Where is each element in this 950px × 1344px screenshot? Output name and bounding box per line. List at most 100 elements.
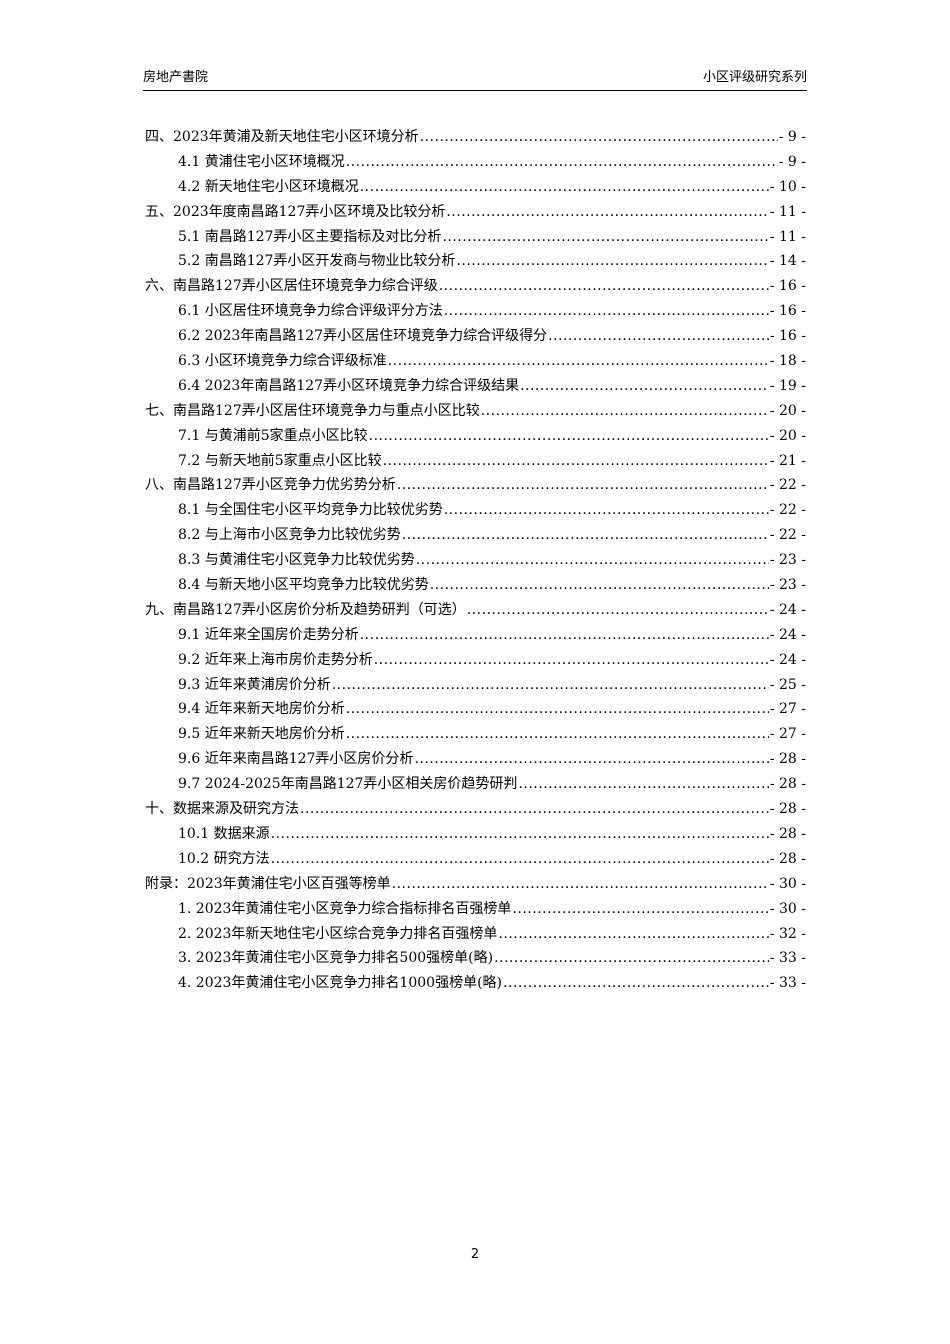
toc-entry[interactable]: 1. 2023年黄浦住宅小区竞争力综合指标排名百强榜单 - 30 -	[145, 897, 806, 922]
header-right: 小区评级研究系列	[702, 70, 807, 85]
toc-entry[interactable]: 6.4 2023年南昌路127弄小区环境竞争力综合评级结果 - 19 -	[145, 374, 806, 399]
toc-entry-title: 4. 2023年黄浦住宅小区竞争力排名1000强榜单(略)	[178, 975, 502, 992]
toc-dot-leader	[397, 473, 769, 498]
toc-entry-title: 4.1 黄浦住宅小区环境概况	[178, 153, 345, 170]
toc-entry[interactable]: 5.2 南昌路127弄小区开发商与物业比较分析 - 14 -	[145, 249, 806, 274]
toc-entry[interactable]: 8.1 与全国住宅小区平均竞争力比较优劣势 - 22 -	[145, 498, 806, 523]
toc-entry-title: 六、南昌路127弄小区居住环境竞争力综合评级	[145, 278, 438, 295]
toc-entry[interactable]: 十、数据来源及研究方法 - 28 -	[145, 797, 806, 822]
toc-entry-title: 4.2 新天地住宅小区环境概况	[178, 178, 359, 195]
toc-entry-title: 五、2023年度南昌路127弄小区环境及比较分析	[145, 203, 446, 220]
toc-entry-title: 9.1 近年来全国房价走势分析	[178, 626, 359, 643]
toc-entry[interactable]: 9.7 2024-2025年南昌路127弄小区相关房价趋势研判 - 28 -	[145, 772, 806, 797]
toc-entry[interactable]: 六、南昌路127弄小区居住环境竞争力综合评级 - 16 -	[145, 274, 806, 299]
toc-entry-page: - 9 -	[778, 153, 806, 170]
toc-entry-title: 7.1 与黄浦前5家重点小区比较	[178, 427, 368, 444]
toc-dot-leader	[271, 847, 769, 872]
toc-dot-leader	[420, 125, 778, 150]
toc-dot-leader	[467, 598, 769, 623]
toc-entry[interactable]: 九、南昌路127弄小区房价分析及趋势研判（可选） - 24 -	[145, 598, 806, 623]
toc-dot-leader	[456, 249, 768, 274]
toc-entry-title: 2. 2023年新天地住宅小区综合竞争力排名百强榜单	[178, 925, 498, 942]
toc-entry[interactable]: 4.2 新天地住宅小区环境概况 - 10 -	[145, 175, 806, 200]
toc-entry-title: 5.2 南昌路127弄小区开发商与物业比较分析	[178, 253, 456, 270]
toc-entry[interactable]: 9.1 近年来全国房价走势分析 - 24 -	[145, 623, 806, 648]
toc-entry-title: 附录：2023年黄浦住宅小区百强等榜单	[145, 875, 391, 892]
toc-entry[interactable]: 四、2023年黄浦及新天地住宅小区环境分析 - 9 -	[145, 125, 806, 150]
toc-entry[interactable]: 8.2 与上海市小区竞争力比较优劣势 - 22 -	[145, 523, 806, 548]
toc-entry-page: - 14 -	[769, 253, 806, 270]
toc-entry-page: - 25 -	[769, 676, 806, 693]
toc-entry[interactable]: 4.1 黄浦住宅小区环境概况 - 9 -	[145, 150, 806, 175]
toc-entry-title: 九、南昌路127弄小区房价分析及趋势研判（可选）	[145, 601, 466, 618]
toc-entry-page: - 24 -	[769, 626, 806, 643]
toc-entry[interactable]: 7.1 与黄浦前5家重点小区比较 - 20 -	[145, 424, 806, 449]
toc-dot-leader	[442, 225, 768, 250]
toc-entry[interactable]: 5.1 南昌路127弄小区主要指标及对比分析 - 11 -	[145, 225, 806, 250]
toc-entry[interactable]: 7.2 与新天地前5家重点小区比较 - 21 -	[145, 449, 806, 474]
toc-dot-leader	[360, 623, 769, 648]
toc-entry-title: 四、2023年黄浦及新天地住宅小区环境分析	[145, 129, 419, 145]
toc-dot-leader	[383, 449, 769, 474]
toc-entry[interactable]: 2. 2023年新天地住宅小区综合竞争力排名百强榜单 - 32 -	[145, 922, 806, 947]
toc-entry-title: 9.7 2024-2025年南昌路127弄小区相关房价趋势研判	[178, 776, 518, 793]
toc-entry-page: - 27 -	[769, 701, 806, 718]
toc-entry-title: 9.3 近年来黄浦房价分析	[178, 676, 331, 693]
toc-entry[interactable]: 6.2 2023年南昌路127弄小区居住环境竞争力综合评级得分 - 16 -	[145, 324, 806, 349]
toc-entry[interactable]: 4. 2023年黄浦住宅小区竞争力排名1000强榜单(略) - 33 -	[145, 971, 806, 996]
toc-entry-page: - 28 -	[769, 776, 806, 793]
toc-entry-page: - 23 -	[769, 577, 806, 594]
toc-entry[interactable]: 8.4 与新天地小区平均竞争力比较优劣势 - 23 -	[145, 573, 806, 598]
toc-dot-leader	[444, 498, 769, 523]
toc-entry-title: 6.1 小区居住环境竞争力综合评级评分方法	[178, 303, 443, 320]
header-left: 房地产書院	[143, 70, 209, 85]
toc-entry-title: 6.2 2023年南昌路127弄小区居住环境竞争力综合评级得分	[178, 328, 548, 345]
toc-dot-leader	[518, 772, 768, 797]
toc-dot-leader	[346, 697, 769, 722]
toc-entry[interactable]: 五、2023年度南昌路127弄小区环境及比较分析 - 11 -	[145, 200, 806, 225]
toc-dot-leader	[439, 274, 769, 299]
toc-entry-title: 9.5 近年来新天地房价分析	[178, 726, 345, 743]
toc-entry[interactable]: 八、南昌路127弄小区竞争力优劣势分析 - 22 -	[145, 473, 806, 498]
toc-entry[interactable]: 9.6 近年来南昌路127弄小区房价分析 - 28 -	[145, 747, 806, 772]
toc-entry-page: - 20 -	[769, 402, 806, 419]
toc-entry[interactable]: 3. 2023年黄浦住宅小区竞争力排名500强榜单(略) - 33 -	[145, 946, 806, 971]
toc-entry-page: - 18 -	[769, 353, 806, 370]
toc-entry[interactable]: 9.3 近年来黄浦房价分析 - 25 -	[145, 673, 806, 698]
toc-entry-title: 8.3 与黄浦住宅小区竞争力比较优劣势	[178, 552, 415, 569]
toc-dot-leader	[498, 922, 768, 947]
toc-entry-page: - 22 -	[769, 527, 806, 544]
toc-entry-title: 8.4 与新天地小区平均竞争力比较优劣势	[178, 577, 429, 594]
toc-entry-page: - 11 -	[769, 228, 806, 245]
toc-entry-title: 8.2 与上海市小区竞争力比较优劣势	[178, 527, 401, 544]
toc-dot-leader	[414, 747, 768, 772]
toc-dot-leader	[520, 374, 769, 399]
toc-entry-page: - 24 -	[769, 601, 806, 618]
toc-entry[interactable]: 9.4 近年来新天地房价分析 - 27 -	[145, 697, 806, 722]
toc-dot-leader	[374, 648, 769, 673]
page-header: 房地产書院 小区评级研究系列	[143, 66, 807, 91]
toc-entry[interactable]: 10.2 研究方法 - 28 -	[145, 847, 806, 872]
toc-entry[interactable]: 附录：2023年黄浦住宅小区百强等榜单 - 30 -	[145, 872, 806, 897]
toc-entry[interactable]: 七、南昌路127弄小区居住环境竞争力与重点小区比较 - 20 -	[145, 399, 806, 424]
toc-entry[interactable]: 9.5 近年来新天地房价分析 - 27 -	[145, 722, 806, 747]
toc-entry-page: - 28 -	[769, 850, 806, 867]
toc-dot-leader	[271, 822, 769, 847]
toc-entry[interactable]: 9.2 近年来上海市房价走势分析 - 24 -	[145, 648, 806, 673]
toc-entry-page: - 24 -	[769, 651, 806, 668]
toc-dot-leader	[332, 673, 769, 698]
toc-entry-page: - 30 -	[769, 875, 806, 892]
toc-entry-page: - 33 -	[769, 975, 806, 992]
toc-entry[interactable]: 8.3 与黄浦住宅小区竞争力比较优劣势 - 23 -	[145, 548, 806, 573]
toc-entry-page: - 21 -	[769, 452, 806, 469]
toc-entry[interactable]: 6.3 小区环境竞争力综合评级标准 - 18 -	[145, 349, 806, 374]
toc-entry-title: 5.1 南昌路127弄小区主要指标及对比分析	[178, 228, 442, 245]
toc-entry-title: 七、南昌路127弄小区居住环境竞争力与重点小区比较	[145, 402, 480, 419]
toc-entry[interactable]: 6.1 小区居住环境竞争力综合评级评分方法 - 16 -	[145, 299, 806, 324]
toc-entry[interactable]: 10.1 数据来源 - 28 -	[145, 822, 806, 847]
toc-entry-page: - 30 -	[769, 900, 806, 917]
toc-dot-leader	[446, 200, 768, 225]
toc-entry-title: 9.2 近年来上海市房价走势分析	[178, 651, 373, 668]
toc-dot-leader	[430, 573, 769, 598]
toc-entry-title: 7.2 与新天地前5家重点小区比较	[178, 452, 382, 469]
